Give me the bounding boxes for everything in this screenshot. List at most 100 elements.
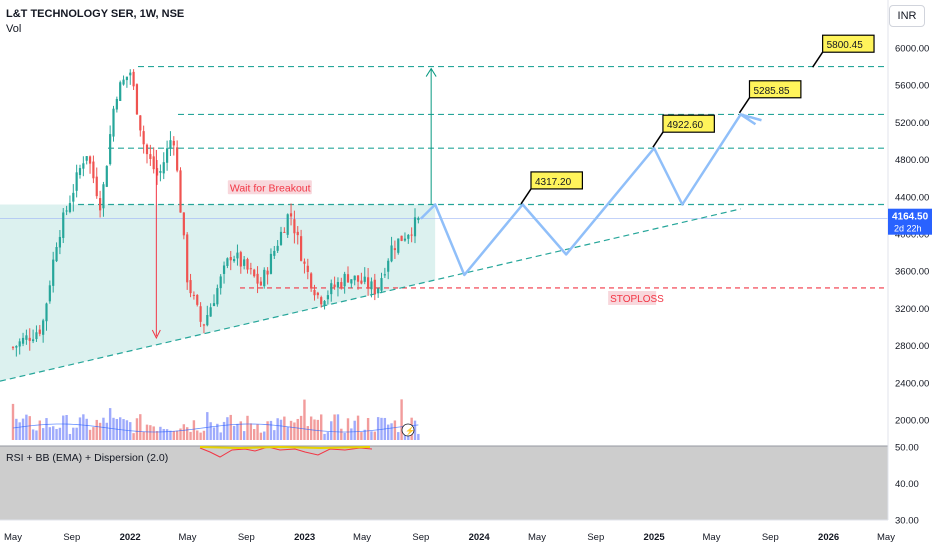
candle-body bbox=[356, 275, 360, 282]
rsi-pane-background bbox=[0, 446, 888, 520]
volume-bar bbox=[172, 431, 175, 440]
candle-body bbox=[333, 284, 336, 288]
volume-bar bbox=[41, 428, 45, 440]
symbol-title[interactable]: L&T TECHNOLOGY SER, 1W, NSE bbox=[6, 8, 185, 20]
chart-header: L&T TECHNOLOGY SER, 1W, NSE Vol bbox=[6, 8, 184, 35]
callout-5285-pointer bbox=[738, 97, 751, 114]
volume-bar bbox=[400, 399, 403, 440]
callout-5285-bg bbox=[748, 80, 802, 99]
x-tick-label: 2026 bbox=[818, 532, 839, 543]
candle-body bbox=[373, 279, 376, 295]
candle-body bbox=[286, 214, 289, 235]
candle-body bbox=[206, 315, 209, 326]
candle-body bbox=[390, 245, 393, 262]
volume-bar bbox=[62, 415, 65, 440]
volume-bar bbox=[58, 427, 62, 440]
candle-body bbox=[139, 115, 142, 131]
volume-bar bbox=[95, 419, 98, 440]
volume-bar bbox=[350, 428, 353, 440]
candle-body bbox=[413, 217, 417, 237]
volume-bar bbox=[353, 420, 356, 440]
volume-bar bbox=[212, 427, 216, 440]
volume-bar bbox=[108, 408, 112, 440]
volume-bar bbox=[68, 433, 72, 440]
candle-body bbox=[219, 276, 222, 289]
volume-bar bbox=[413, 420, 417, 440]
volume-bar bbox=[192, 420, 196, 440]
candle-body bbox=[249, 268, 252, 270]
y-tick-label: 4000.00 bbox=[895, 230, 929, 241]
candle-body bbox=[105, 165, 108, 187]
volume-bar bbox=[326, 432, 330, 440]
candle-body bbox=[363, 276, 366, 282]
callout-4922-bg bbox=[662, 114, 715, 133]
candle-body bbox=[229, 256, 232, 261]
candle-body bbox=[135, 84, 139, 115]
volume-bar bbox=[206, 412, 209, 440]
volume-bar bbox=[132, 433, 135, 440]
price-axis-bg bbox=[888, 0, 932, 550]
volume-bar bbox=[186, 427, 189, 440]
candle-body bbox=[236, 252, 239, 259]
candle-body bbox=[21, 337, 25, 344]
x-tick-label: May bbox=[877, 532, 895, 543]
callout-4922-pointer bbox=[652, 131, 664, 148]
volume-bar bbox=[249, 423, 253, 440]
candle-body bbox=[226, 258, 229, 266]
volume-bar bbox=[256, 424, 259, 440]
candle-body bbox=[28, 337, 31, 341]
candle-body bbox=[18, 341, 21, 347]
candle-body bbox=[400, 235, 403, 241]
candle-body bbox=[115, 98, 118, 110]
breakout-note-bg bbox=[227, 180, 312, 195]
drop-arrow-head bbox=[151, 329, 161, 340]
volume-bar bbox=[219, 432, 222, 440]
x-tick-label: Sep bbox=[587, 532, 604, 543]
volume-bar bbox=[55, 429, 58, 440]
volume-bar bbox=[52, 426, 55, 440]
candle-body bbox=[166, 148, 169, 163]
callout-5800-text: 5800.45 bbox=[827, 40, 864, 51]
volume-bar bbox=[226, 417, 229, 440]
candle-body bbox=[119, 82, 122, 102]
candle-body bbox=[326, 295, 329, 300]
volume-bar bbox=[239, 421, 242, 440]
candle-body bbox=[162, 162, 165, 174]
candle-body bbox=[11, 347, 15, 349]
y-tick-label: 5200.00 bbox=[895, 118, 929, 129]
candle-body bbox=[310, 273, 313, 289]
volume-bar bbox=[340, 428, 343, 440]
volume-bar bbox=[246, 415, 249, 440]
volume-bar bbox=[75, 427, 78, 440]
volume-bar bbox=[363, 429, 366, 440]
volume-bar bbox=[306, 426, 309, 440]
stoploss-note-bg bbox=[608, 290, 657, 305]
candle-body bbox=[155, 168, 159, 176]
projection-path bbox=[419, 113, 757, 277]
candle-body bbox=[109, 134, 112, 165]
volume-bar bbox=[15, 418, 18, 440]
candle-body bbox=[142, 131, 145, 145]
candle-body bbox=[15, 346, 18, 348]
volume-bar bbox=[139, 414, 142, 440]
volume-bar bbox=[253, 429, 256, 440]
currency-button[interactable]: INR bbox=[889, 5, 925, 27]
volume-bar bbox=[366, 418, 370, 440]
candle-body bbox=[209, 307, 212, 317]
candle-body bbox=[336, 282, 340, 288]
candle-body bbox=[189, 280, 192, 294]
volume-bar bbox=[209, 422, 212, 440]
candle-body bbox=[259, 281, 262, 286]
candle-body bbox=[78, 168, 82, 175]
volume-bar bbox=[102, 417, 105, 440]
volume-bar bbox=[263, 431, 266, 440]
callout-4317-bg bbox=[530, 171, 583, 190]
candle-body bbox=[75, 172, 78, 191]
volume-bar bbox=[299, 415, 303, 440]
x-tick-label: 2023 bbox=[294, 532, 315, 543]
y-tick-label: 3600.00 bbox=[895, 267, 929, 278]
candle-body bbox=[387, 260, 390, 272]
volume-bar bbox=[169, 430, 172, 440]
volume-bar bbox=[135, 418, 139, 440]
